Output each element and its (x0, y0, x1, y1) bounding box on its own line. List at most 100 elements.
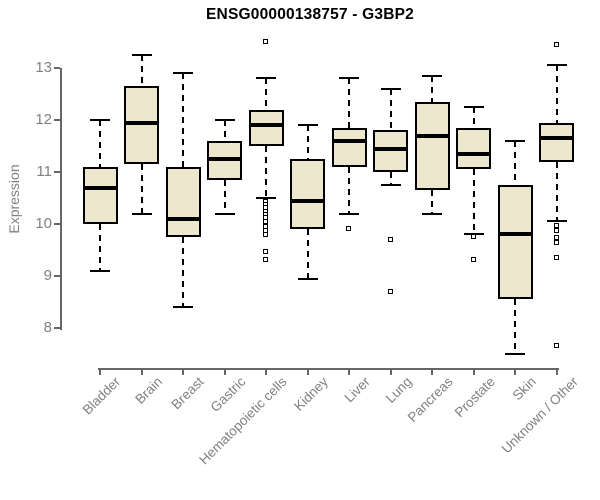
whisker-cap-upper (214, 119, 235, 121)
y-tick (54, 327, 60, 329)
whisker-lower (265, 146, 268, 198)
whisker-cap-lower (90, 269, 110, 272)
whisker-lower (348, 166, 351, 214)
y-tick-label: 8 (43, 319, 52, 336)
whisker-cap-upper (256, 77, 277, 80)
y-tick (54, 223, 60, 225)
median-line (290, 198, 326, 203)
x-tick (389, 368, 392, 375)
median-line (124, 120, 160, 125)
whisker-cap-upper (339, 77, 360, 80)
outlier-point (263, 214, 269, 220)
whisker-upper (555, 65, 558, 123)
x-tick-label: Brain (132, 374, 166, 407)
whisker-cap-lower (297, 277, 318, 280)
whisker-upper (431, 75, 434, 102)
whisker-cap-lower (505, 353, 526, 355)
box (456, 127, 492, 170)
whisker-upper (348, 78, 351, 128)
whisker-lower (514, 299, 517, 354)
whisker-upper (472, 107, 475, 128)
median-line (165, 216, 201, 221)
x-tick-label: Kidney (291, 374, 332, 414)
x-tick-label: Unknown / Other (498, 374, 581, 457)
y-tick-label: 12 (35, 111, 52, 128)
whisker-upper (182, 73, 185, 167)
whisker-cap-lower (422, 212, 443, 215)
whisker-cap-lower (173, 306, 194, 309)
x-tick (182, 368, 185, 375)
whisker-cap-upper (297, 124, 318, 127)
outlier-point (553, 228, 559, 234)
x-tick-label: Breast (168, 374, 207, 413)
box (414, 101, 450, 191)
whisker-lower (306, 229, 309, 279)
median-line (248, 123, 284, 128)
outlier-point (470, 257, 476, 263)
whisker-upper (99, 120, 101, 167)
outlier-point (470, 234, 476, 239)
x-tick (306, 368, 309, 375)
outlier-point (553, 254, 559, 260)
y-tick (54, 275, 60, 277)
whisker-lower (223, 179, 226, 214)
whisker-lower (555, 161, 558, 222)
x-tick (265, 368, 268, 375)
y-axis-line (60, 68, 62, 330)
x-tick (431, 368, 434, 375)
y-tick-label: 11 (36, 163, 52, 180)
x-tick (99, 368, 101, 375)
outlier-point (263, 39, 269, 44)
whisker-cap-upper (380, 87, 401, 90)
y-tick-label: 13 (35, 59, 52, 76)
outlier-point (346, 226, 352, 232)
box (165, 166, 201, 237)
whisker-upper (306, 125, 309, 159)
box (290, 159, 326, 230)
median-line (82, 185, 118, 190)
x-tick-label: Skin (509, 374, 540, 404)
median-line (207, 157, 243, 161)
whisker-lower (431, 190, 434, 214)
box (539, 122, 575, 162)
x-tick-label: Gastric (207, 374, 249, 415)
y-tick-label: 10 (35, 215, 52, 232)
whisker-upper (514, 140, 517, 185)
whisker-cap-upper (463, 106, 484, 108)
x-tick (514, 368, 517, 375)
whisker-cap-upper (422, 74, 443, 77)
whisker-cap-upper (173, 72, 194, 75)
outlier-point (387, 288, 393, 294)
x-tick (223, 368, 226, 375)
whisker-upper (223, 120, 226, 141)
outlier-point (553, 222, 559, 228)
x-tick-label: Liver (341, 374, 373, 406)
box (124, 86, 160, 165)
median-line (539, 136, 575, 141)
whisker-cap-lower (256, 197, 277, 199)
whisker-cap-upper (131, 54, 152, 56)
outlier-point (263, 231, 269, 237)
whisker-lower (472, 169, 475, 235)
box (82, 166, 118, 224)
outlier-point (553, 234, 559, 240)
whisker-cap-lower (546, 220, 567, 223)
median-line (497, 232, 533, 237)
outlier-point (553, 240, 559, 246)
whisker-cap-lower (380, 184, 401, 186)
x-tick-label: Prostate (451, 374, 498, 421)
x-tick (555, 368, 558, 375)
x-tick-label: Bladder (80, 374, 124, 418)
median-line (331, 138, 367, 143)
chart-title: ENSG00000138757 - G3BP2 (206, 6, 414, 23)
outlier-point (553, 41, 559, 47)
whisker-upper (140, 55, 143, 87)
y-tick (54, 67, 60, 69)
whisker-cap-lower (339, 212, 360, 215)
whisker-cap-lower (214, 212, 235, 215)
x-tick (348, 368, 351, 375)
y-tick (54, 119, 60, 121)
x-tick-label: Lung (382, 374, 415, 406)
y-tick-label: 9 (43, 267, 52, 284)
